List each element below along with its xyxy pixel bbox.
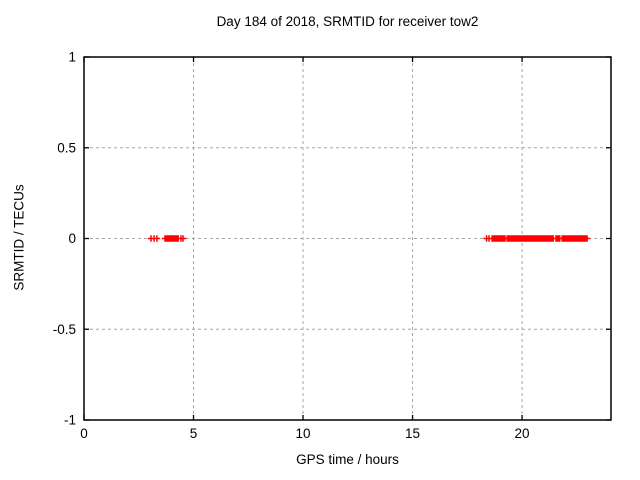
y-tick-label: -1 [64,413,76,428]
y-tick-label: -0.5 [53,322,76,337]
data-points-srmtid [147,235,591,242]
x-tick-label: 0 [80,426,88,441]
x-tick-label: 20 [515,426,530,441]
x-axis-label: GPS time / hours [296,452,399,467]
x-tick-label: 5 [190,426,198,441]
y-tick-label: 0.5 [57,140,76,155]
y-tick-label: 1 [68,50,76,65]
y-tick-label: 0 [68,231,76,246]
chart-title: Day 184 of 2018, SRMTID for receiver tow… [216,14,479,29]
x-tick-label: 10 [296,426,311,441]
x-tick-label: 15 [405,426,420,441]
